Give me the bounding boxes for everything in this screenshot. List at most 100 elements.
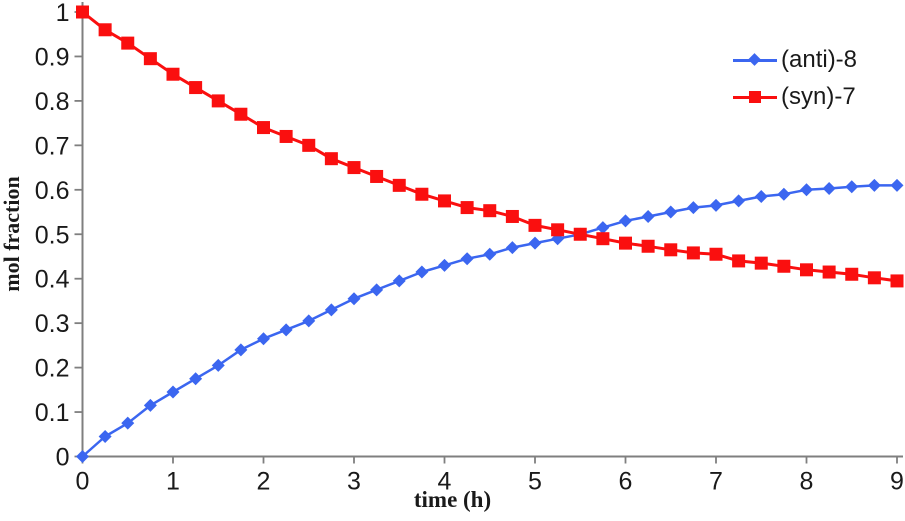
data-point-diamond (347, 292, 361, 306)
data-point-diamond (324, 303, 338, 317)
x-tick-label: 9 (890, 468, 904, 496)
data-point-square (234, 107, 248, 121)
data-point-square (324, 152, 338, 166)
data-point-square (777, 259, 791, 273)
series-line--anti-8 (81, 184, 897, 458)
data-point-diamond (279, 323, 293, 337)
data-point-square (596, 232, 610, 246)
data-point-diamond (777, 187, 791, 201)
data-point-diamond (483, 247, 497, 261)
data-point-square (302, 138, 316, 152)
y-tick-label: 0.4 (35, 266, 70, 294)
x-tick-label: 4 (438, 468, 452, 496)
data-point-square (392, 178, 406, 192)
x-tick-label: 1 (166, 468, 180, 496)
y-tick-label: 1 (56, 0, 70, 27)
data-point-square (460, 201, 474, 215)
data-point-square (845, 267, 859, 281)
anti-8-swatch (733, 52, 777, 67)
data-point-square (211, 94, 225, 108)
y-tick-label: 0.5 (35, 221, 70, 249)
data-point-diamond (166, 385, 180, 399)
data-point-diamond (234, 343, 248, 357)
data-point-diamond (121, 416, 135, 430)
data-point-diamond (302, 314, 316, 328)
y-tick-label: 0.6 (35, 177, 70, 205)
data-point-diamond (867, 178, 881, 192)
data-point-square (257, 121, 270, 135)
legend-label-syn-7: (syn)-7 (781, 82, 856, 110)
data-point-diamond (505, 241, 519, 255)
data-point-square (573, 227, 587, 241)
data-point-diamond (709, 198, 723, 212)
y-tick-label: 0.7 (35, 132, 70, 160)
x-tick-label: 3 (347, 468, 361, 496)
legend-item-syn-7: (syn)-7 (733, 78, 857, 115)
y-tick-label: 0.9 (35, 43, 70, 71)
data-point-diamond (641, 209, 655, 223)
data-point-diamond (415, 265, 429, 279)
data-point-diamond (98, 429, 112, 443)
data-point-square (98, 23, 112, 37)
data-point-diamond (189, 372, 203, 386)
x-tick-label: 6 (619, 468, 633, 496)
data-point-diamond (800, 183, 813, 197)
data-point-diamond (460, 252, 474, 266)
x-axis-title: time (h) (413, 487, 492, 512)
legend: (anti)-8 (syn)-7 (733, 41, 857, 115)
y-axis-title: mol fraction (0, 176, 24, 292)
data-point-square (867, 271, 881, 285)
square-marker-icon (749, 90, 761, 103)
x-tick-label: 5 (528, 468, 542, 496)
data-point-square (686, 246, 700, 260)
data-point-square (143, 52, 157, 66)
data-point-diamond (845, 180, 859, 194)
data-point-square (370, 169, 384, 183)
data-point-diamond (438, 258, 451, 272)
legend-item-anti-8: (anti)-8 (733, 41, 857, 78)
data-point-square (890, 274, 904, 288)
data-point-diamond (890, 178, 904, 192)
data-point-square (800, 263, 813, 277)
data-point-diamond (211, 358, 225, 372)
data-point-diamond (596, 221, 610, 235)
data-point-square (528, 218, 542, 232)
data-point-square (438, 194, 451, 208)
x-tick-label: 8 (800, 468, 814, 496)
diamond-marker-icon (748, 52, 761, 66)
data-point-diamond (619, 214, 632, 228)
data-point-diamond (392, 274, 406, 288)
legend-label-anti-8: (anti)-8 (781, 45, 858, 73)
data-point-square (505, 209, 519, 223)
data-point-diamond (686, 201, 700, 215)
x-tick-label: 7 (709, 468, 723, 496)
data-point-diamond (257, 332, 270, 346)
data-point-square (279, 129, 293, 143)
data-point-square (189, 81, 203, 95)
data-point-square (121, 36, 135, 50)
data-point-diamond (732, 194, 746, 208)
data-point-square (619, 236, 632, 250)
syn-7-swatch (733, 90, 777, 104)
data-point-square (641, 239, 655, 253)
data-point-square (822, 265, 836, 279)
data-point-square (732, 254, 746, 268)
data-point-diamond (528, 236, 542, 250)
data-point-square (664, 243, 678, 257)
data-point-square (76, 5, 89, 19)
data-point-diamond (822, 181, 836, 195)
data-point-square (166, 67, 180, 81)
y-tick-label: 0.1 (35, 399, 70, 427)
data-point-diamond (76, 450, 89, 463)
data-point-diamond (664, 205, 678, 219)
x-tick-label: 2 (257, 468, 271, 496)
y-tick-label: 0 (56, 444, 70, 472)
data-point-square (754, 256, 768, 270)
y-tick-label: 0.3 (35, 310, 70, 338)
y-tick-label: 0.2 (35, 355, 70, 383)
data-point-square (415, 187, 429, 201)
y-tick-label: 0.8 (35, 88, 70, 116)
data-point-diamond (754, 189, 768, 203)
